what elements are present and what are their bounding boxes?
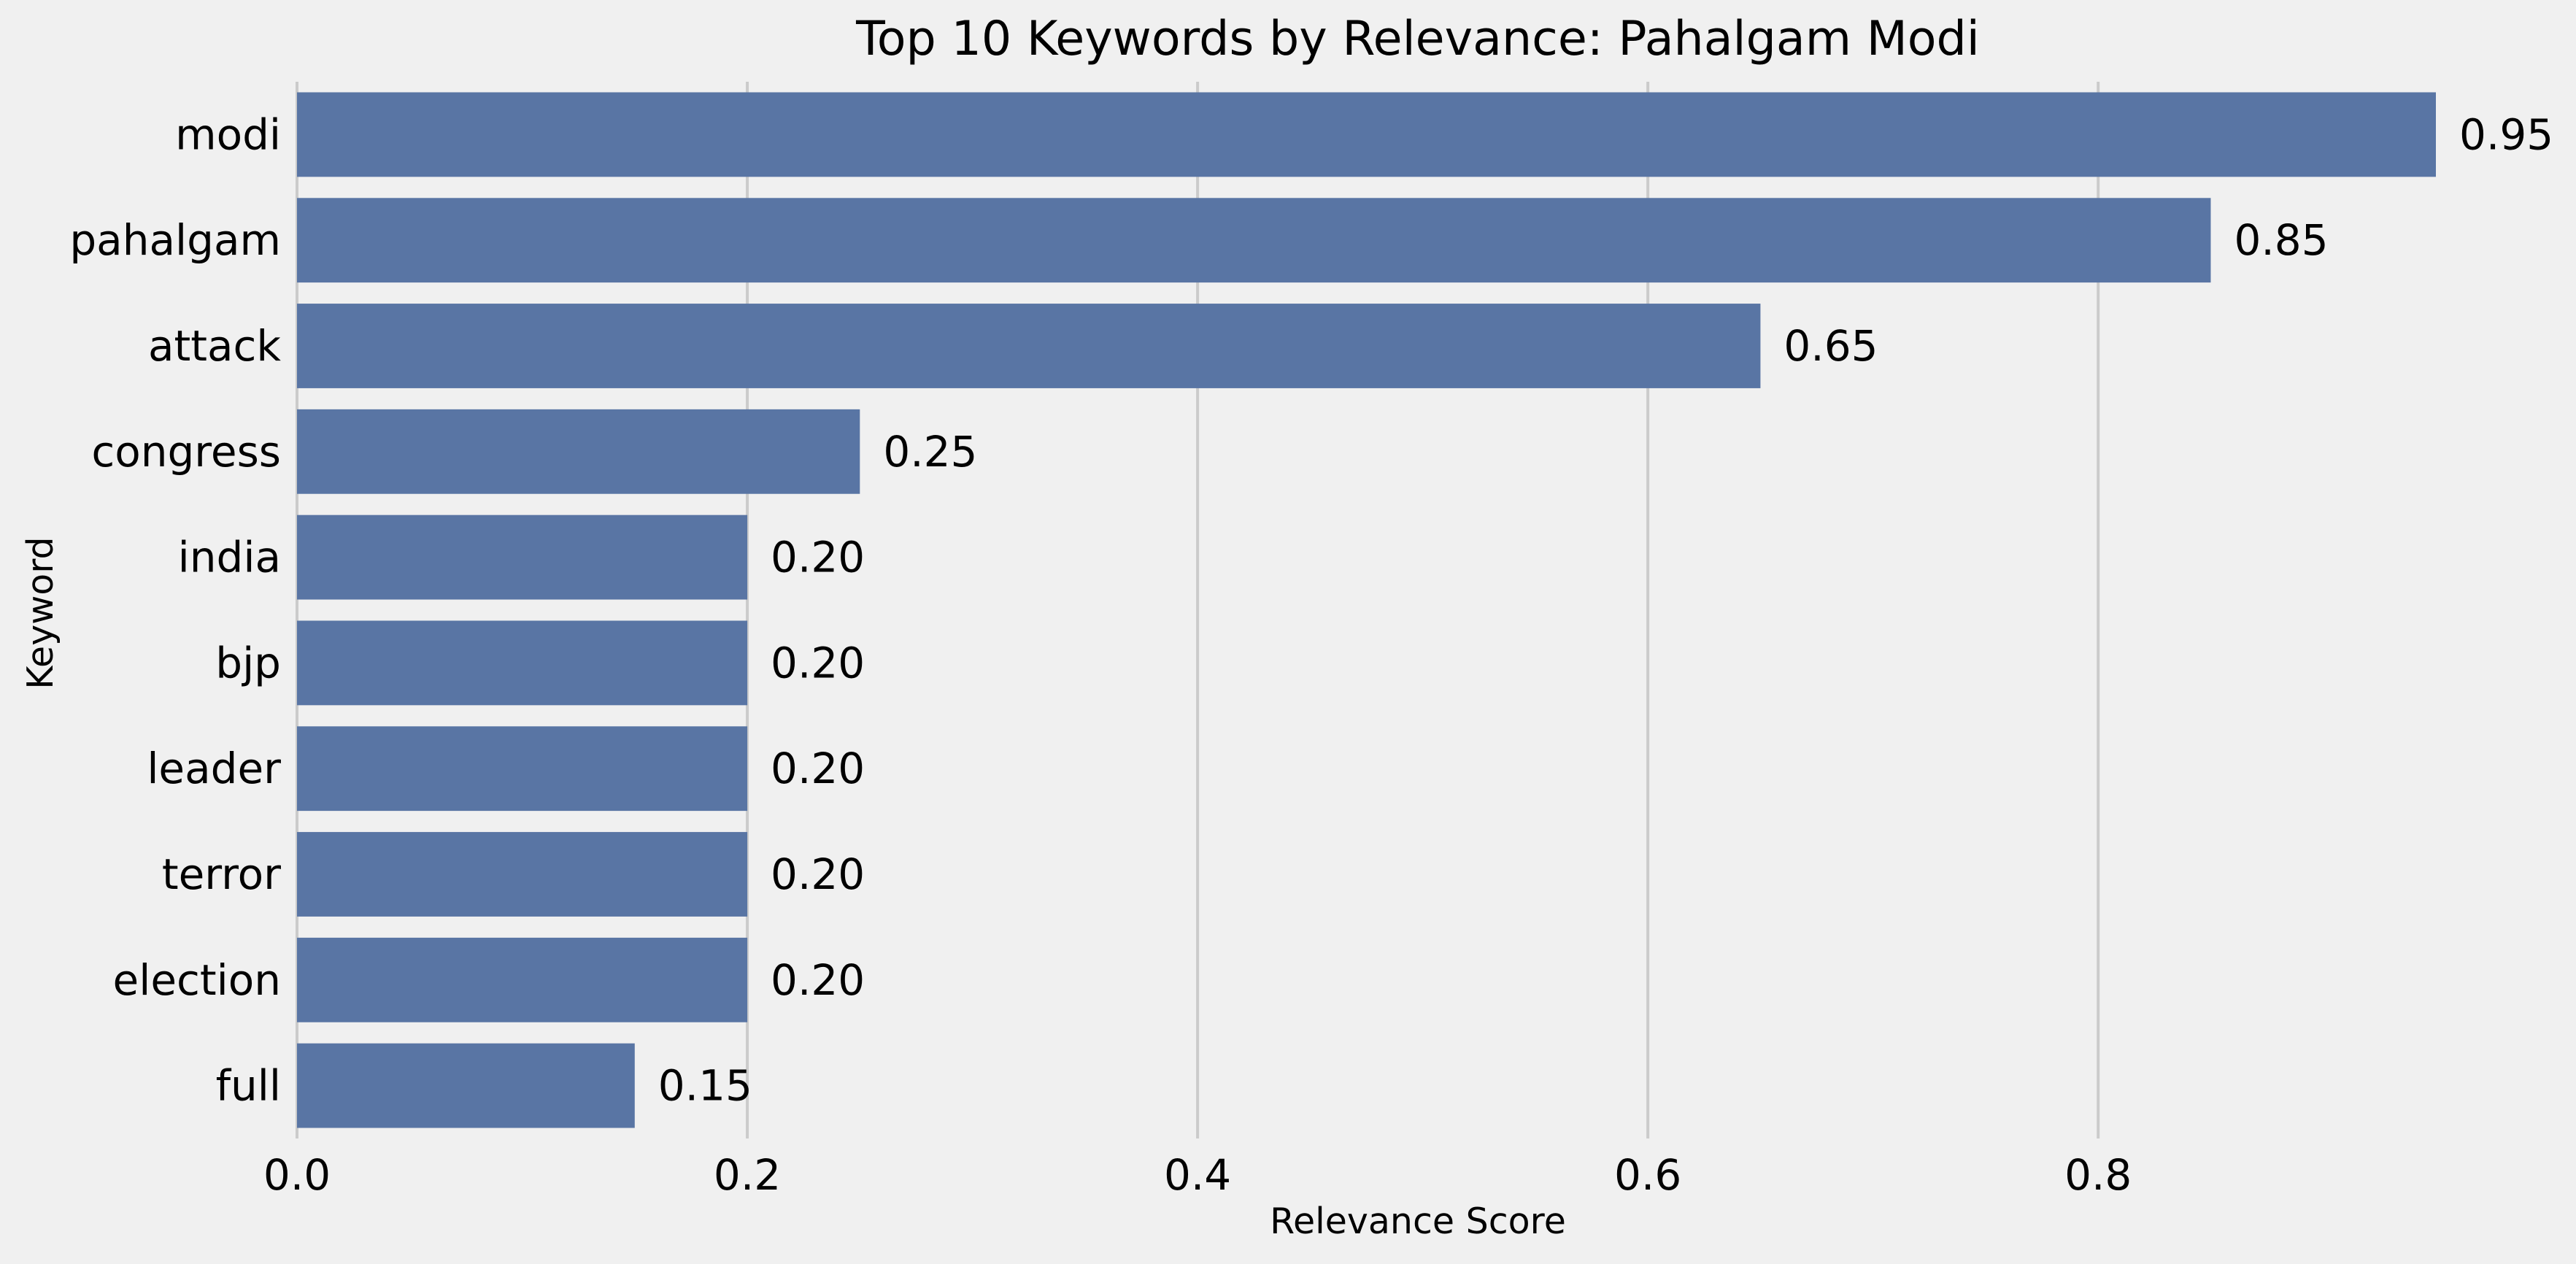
y-tick-label: modi bbox=[175, 109, 281, 159]
x-tick-label: 0.2 bbox=[714, 1150, 781, 1200]
x-tick-label: 0.6 bbox=[1614, 1150, 1681, 1200]
bar bbox=[297, 937, 748, 1022]
y-axis-label: Keyword bbox=[20, 536, 61, 689]
y-tick-label: congress bbox=[91, 427, 281, 477]
bar-value-label: 0.25 bbox=[883, 427, 977, 477]
bar-value-label: 0.20 bbox=[771, 533, 865, 582]
bar bbox=[297, 832, 748, 917]
x-tick-label: 0.8 bbox=[2064, 1150, 2132, 1200]
x-tick-label: 0.0 bbox=[263, 1150, 331, 1200]
chart-title: Top 10 Keywords by Relevance: Pahalgam M… bbox=[855, 12, 1980, 66]
bar bbox=[297, 304, 1761, 388]
label-layer: 0.95 0.85 0.65 0.25 0.20 0.20 0.20 0.20 0.20 0.15 bbox=[658, 109, 2553, 1110]
x-tick-label: 0.4 bbox=[1164, 1150, 1231, 1200]
bar-value-label: 0.15 bbox=[658, 1061, 752, 1111]
y-tick-label: pahalgam bbox=[69, 215, 281, 265]
bar-value-label: 0.20 bbox=[771, 638, 865, 687]
bar bbox=[297, 1043, 635, 1128]
y-tick-label: bjp bbox=[215, 638, 281, 687]
bar bbox=[297, 198, 2211, 283]
y-tick-label: full bbox=[216, 1061, 281, 1111]
y-tick-label: terror bbox=[162, 849, 281, 899]
y-tick-label: attack bbox=[148, 321, 281, 371]
bar bbox=[297, 620, 748, 706]
y-tick-label: india bbox=[178, 533, 281, 582]
bar bbox=[297, 515, 748, 600]
x-tick-labels: 0.0 0.2 0.4 0.6 0.8 bbox=[263, 1150, 2132, 1200]
bar bbox=[297, 409, 860, 494]
bar-value-label: 0.65 bbox=[1783, 321, 1878, 371]
bar bbox=[297, 92, 2436, 177]
bar-value-label: 0.95 bbox=[2459, 109, 2553, 159]
bar-value-label: 0.20 bbox=[771, 955, 865, 1005]
x-axis-label: Relevance Score bbox=[1270, 1201, 1566, 1242]
bar-layer bbox=[297, 92, 2436, 1128]
y-tick-label: election bbox=[113, 955, 281, 1005]
bar-value-label: 0.85 bbox=[2234, 215, 2328, 265]
y-tick-label: leader bbox=[147, 744, 281, 793]
bar-value-label: 0.20 bbox=[771, 744, 865, 793]
y-tick-labels: modi pahalgam attack congress india bjp leader… bbox=[69, 109, 281, 1110]
bar-value-label: 0.20 bbox=[771, 849, 865, 899]
bar bbox=[297, 726, 748, 812]
